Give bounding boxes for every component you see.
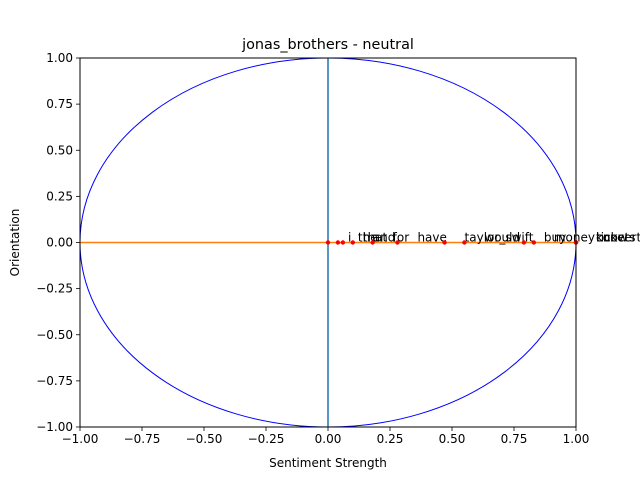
- data-point-that: [340, 240, 346, 245]
- point-label-tickets: tickets: [596, 231, 636, 245]
- point-label-have: have: [417, 231, 446, 245]
- y-tick-label: 0.75: [46, 97, 73, 111]
- point-label-i: i: [348, 231, 351, 245]
- x-tick-label: −0.50: [186, 432, 223, 446]
- y-tick-label: 0.25: [46, 189, 73, 203]
- point-label-concert: concert: [596, 231, 640, 245]
- x-axis-label: Sentiment Strength: [269, 456, 387, 470]
- data-point-money: [531, 240, 537, 245]
- x-tick-label: −1.00: [62, 432, 99, 446]
- point-label-taylor_swift: taylor_swift: [465, 231, 534, 245]
- data-point-the: [335, 240, 341, 245]
- chart-title: jonas_brothers - neutral: [241, 37, 414, 53]
- point-label-and: and: [373, 231, 396, 245]
- data-point-i: [325, 240, 331, 245]
- data-point-buy: [521, 240, 527, 245]
- y-axis-ticks: −1.00 −0.75 −0.50 −0.25 0.00 0.25 0.50 0.75 1.00: [36, 51, 80, 434]
- y-tick-label: 1.00: [46, 51, 73, 65]
- point-label-know: know: [596, 231, 628, 245]
- y-tick-label: 0.00: [46, 236, 73, 250]
- x-axis-ticks: −1.00 −0.75 −0.50 −0.25 0.00 0.25 0.50 0.75 1.00: [62, 427, 590, 446]
- point-label-for: for: [393, 231, 410, 245]
- point-label-buy: buy: [544, 231, 566, 245]
- x-tick-label: 0.50: [439, 432, 466, 446]
- x-tick-label: 0.75: [501, 432, 528, 446]
- data-point-taylor_swift: [442, 240, 447, 245]
- data-point-and: [350, 240, 355, 245]
- data-point-have: [395, 240, 400, 245]
- data-point-for: [370, 240, 375, 245]
- y-axis-label: Orientation: [8, 209, 22, 277]
- x-tick-label: −0.75: [124, 432, 161, 446]
- x-tick-label: 0.00: [315, 432, 342, 446]
- y-tick-label: −0.75: [36, 374, 73, 388]
- point-label-would: would: [484, 231, 520, 245]
- y-tick-label: −0.50: [36, 328, 73, 342]
- x-tick-label: 0.25: [377, 432, 404, 446]
- point-label-that: that: [363, 231, 388, 245]
- point-label-money: money: [554, 231, 595, 245]
- y-tick-label: −0.25: [36, 282, 73, 296]
- x-tick-label: 1.00: [563, 432, 590, 446]
- data-point-would: [462, 240, 467, 245]
- y-tick-label: −1.00: [36, 420, 73, 434]
- y-tick-label: 0.50: [46, 143, 73, 157]
- plot-frame: [79, 57, 577, 428]
- x-tick-label: −0.25: [248, 432, 285, 446]
